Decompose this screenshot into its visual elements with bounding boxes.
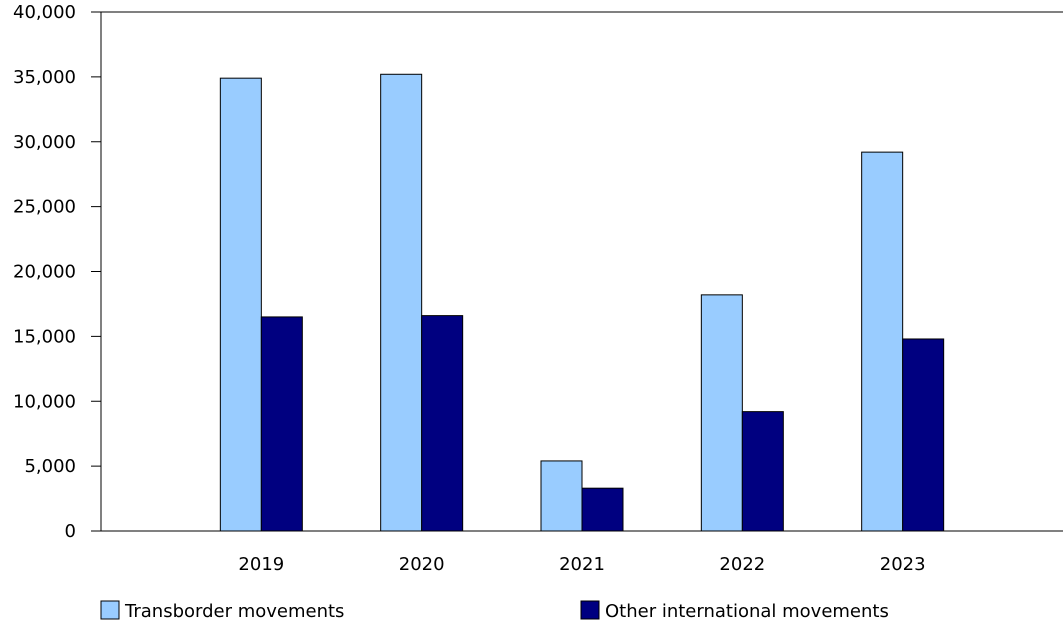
bar-transborder-2022 bbox=[700, 294, 743, 532]
bar-transborder-2019 bbox=[219, 77, 262, 532]
y-tick-label: 10,000 bbox=[13, 391, 76, 412]
bar-transborder-2023 bbox=[861, 151, 904, 532]
y-tick-label: 40,000 bbox=[13, 2, 76, 23]
bar-other-international-2019 bbox=[260, 316, 303, 532]
x-tick-label: 2023 bbox=[880, 554, 926, 575]
x-tick-label: 2020 bbox=[399, 554, 445, 575]
legend-swatch bbox=[100, 600, 120, 620]
bar-other-international-2021 bbox=[581, 487, 624, 532]
x-tick-label: 2022 bbox=[719, 554, 765, 575]
bar-transborder-2021 bbox=[540, 460, 583, 532]
x-axis-ticks: 2019 2020 2021 2022 2023 bbox=[238, 554, 925, 575]
x-tick-label: 2019 bbox=[238, 554, 284, 575]
y-tick-label: 15,000 bbox=[13, 326, 76, 347]
y-tick-label: 35,000 bbox=[13, 67, 76, 88]
axes bbox=[100, 11, 1063, 532]
bars-group bbox=[219, 73, 945, 532]
y-tick-label: 0 bbox=[65, 521, 76, 542]
bar-other-international-2022 bbox=[741, 411, 784, 532]
legend-swatch bbox=[580, 600, 600, 620]
bar-other-international-2020 bbox=[421, 315, 464, 532]
y-tick-label: 25,000 bbox=[13, 197, 76, 218]
legend: Transborder movements Other international… bbox=[100, 600, 889, 622]
y-axis-ticks: 0 5,000 10,000 15,000 20,000 25,000 30,000 35,0… bbox=[13, 2, 101, 542]
y-tick-label: 5,000 bbox=[24, 456, 76, 477]
y-tick-label: 20,000 bbox=[13, 262, 76, 283]
bar-transborder-2020 bbox=[380, 73, 423, 532]
y-tick-label: 30,000 bbox=[13, 132, 76, 153]
legend-label: Transborder movements bbox=[124, 601, 344, 622]
legend-label: Other international movements bbox=[605, 601, 889, 622]
bar-other-international-2023 bbox=[902, 338, 945, 532]
x-tick-label: 2021 bbox=[559, 554, 605, 575]
